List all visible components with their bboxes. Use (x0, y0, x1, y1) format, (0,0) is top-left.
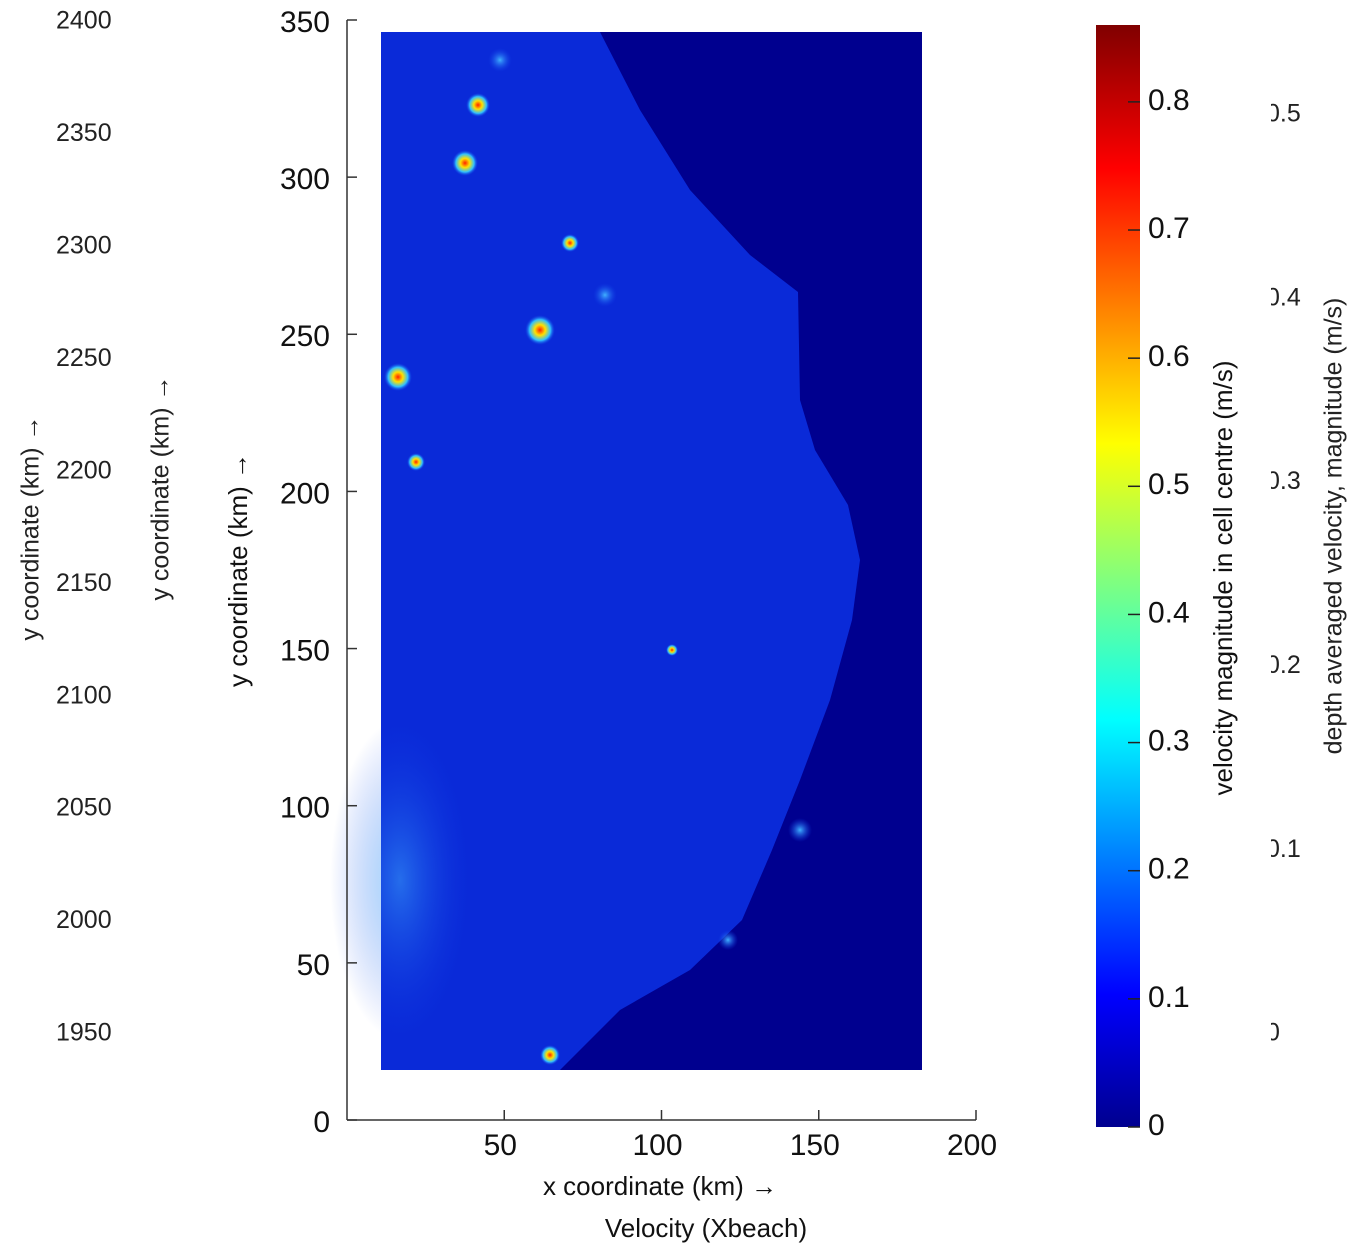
far-tick-label: 2350 (56, 119, 112, 147)
x-axis-label: x coordinate (km) → (543, 1171, 777, 1201)
colorbar-label: velocity magnitude in cell centre (m/s) (1208, 361, 1238, 796)
y-tick-label: 0 (313, 1106, 330, 1139)
colorbar-tick-label: 0 (1148, 1109, 1165, 1142)
y-tick-label: 250 (280, 320, 330, 353)
y-tick-label: 100 (280, 792, 330, 825)
colorbar-tick-label: 0.2 (1148, 853, 1190, 886)
far-tick-label: 2200 (56, 456, 112, 484)
right-tick-label: 0 (1266, 1019, 1280, 1047)
right-axis-label: depth averaged velocity, magnitude (m/s) (1320, 298, 1348, 755)
right-tick-label: 0.5 (1266, 100, 1301, 128)
far-tick-label: 2300 (56, 231, 112, 259)
y-tick-label: 200 (280, 477, 330, 510)
far-tick-label: 2250 (56, 344, 112, 372)
colorbar-tick-label: 0.8 (1148, 84, 1190, 117)
far-tick-label: 2050 (56, 794, 112, 822)
y-tick-label: 300 (280, 163, 330, 196)
far-axis: 1950 2000 2050 2100 2150 2200 2250 2300 2350 2400 (56, 7, 112, 1047)
far-tick-label: 2000 (56, 906, 112, 934)
right-tick-label: 0.4 (1266, 283, 1301, 311)
middle-axis-label: y coordinate (km) → (147, 375, 175, 600)
colorbar (1096, 25, 1140, 1127)
caption: Velocity (Xbeach) (605, 1213, 807, 1243)
right-tick-label: 0.3 (1266, 467, 1301, 495)
velocity-field (330, 32, 922, 1070)
far-tick-label: 1950 (56, 1019, 112, 1047)
colorbar-tick-label: 0.1 (1148, 981, 1190, 1014)
x-tick-label: 100 (632, 1129, 682, 1162)
right-axis: 0 0.1 0.2 0.3 0.4 0.5 (1266, 100, 1301, 1047)
x-tick-label: 50 (484, 1129, 517, 1162)
y-axis-label: y coordinate (km) → (223, 453, 253, 687)
colorbar-tick-label: 0.7 (1148, 212, 1190, 245)
colorbar-tick-label: 0.5 (1148, 468, 1190, 501)
far-axis-label: y coordinate (km) → (17, 415, 45, 640)
colorbar-tick-label: 0.3 (1148, 725, 1190, 758)
colorbar-tick-label: 0.4 (1148, 596, 1190, 629)
x-tick-label: 150 (790, 1129, 840, 1162)
right-tick-label: 0.2 (1266, 651, 1301, 679)
y-tick-label: 150 (280, 634, 330, 667)
colorbar-tick-label: 0.6 (1148, 340, 1190, 373)
far-tick-label: 2400 (56, 7, 112, 35)
far-tick-label: 2100 (56, 681, 112, 709)
y-tick-label: 350 (280, 6, 330, 39)
y-tick-label: 50 (297, 949, 330, 982)
right-tick-label: 0.1 (1266, 835, 1301, 863)
far-tick-label: 2150 (56, 569, 112, 597)
x-tick-label: 200 (947, 1129, 997, 1162)
